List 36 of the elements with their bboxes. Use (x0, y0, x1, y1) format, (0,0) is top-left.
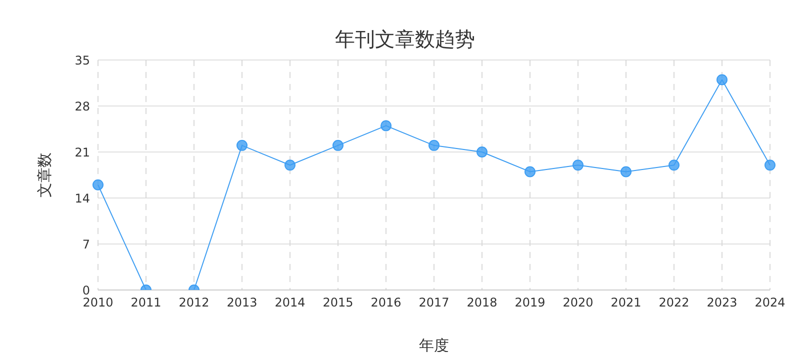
point (332, 140, 344, 151)
point (92, 179, 104, 190)
x-tick-label: 2013 (226, 296, 258, 310)
x-tick-label: 2014 (274, 296, 306, 310)
y-axis-title: 文章数 (35, 152, 54, 198)
chart-title: 年刊文章数趋势 (334, 26, 476, 53)
y-tick-label: 28 (74, 99, 90, 114)
y-tick-label: 0 (82, 283, 90, 298)
point (524, 166, 536, 178)
x-tick-label: 2012 (178, 296, 210, 310)
x-tick-label: 2022 (658, 296, 690, 310)
point (284, 160, 296, 171)
x-tick-label: 2024 (754, 296, 786, 310)
x-tick-label: 2019 (514, 296, 546, 310)
x-tick-label: 2021 (610, 296, 642, 310)
x-tick-label: 2016 (370, 296, 402, 310)
x-tick-label: 2017 (418, 296, 450, 310)
point (572, 160, 584, 171)
x-tick-label: 2010 (82, 296, 114, 310)
point (476, 146, 488, 158)
point (716, 74, 728, 86)
point (764, 160, 776, 171)
y-tick-label: 14 (74, 191, 90, 206)
point (380, 120, 392, 132)
point (428, 140, 440, 151)
x-tick-label: 2015 (322, 296, 354, 310)
y-tick-label: 7 (82, 237, 90, 252)
point (620, 166, 632, 178)
point (668, 160, 680, 171)
x-tick-label: 2011 (130, 296, 162, 310)
x-tick-label: 2018 (466, 296, 498, 310)
x-tick-label: 2023 (706, 296, 738, 310)
x-tick-label: 2020 (562, 296, 594, 310)
y-tick-label: 21 (74, 145, 90, 160)
y-tick-label: 35 (74, 53, 90, 68)
point (236, 140, 248, 151)
